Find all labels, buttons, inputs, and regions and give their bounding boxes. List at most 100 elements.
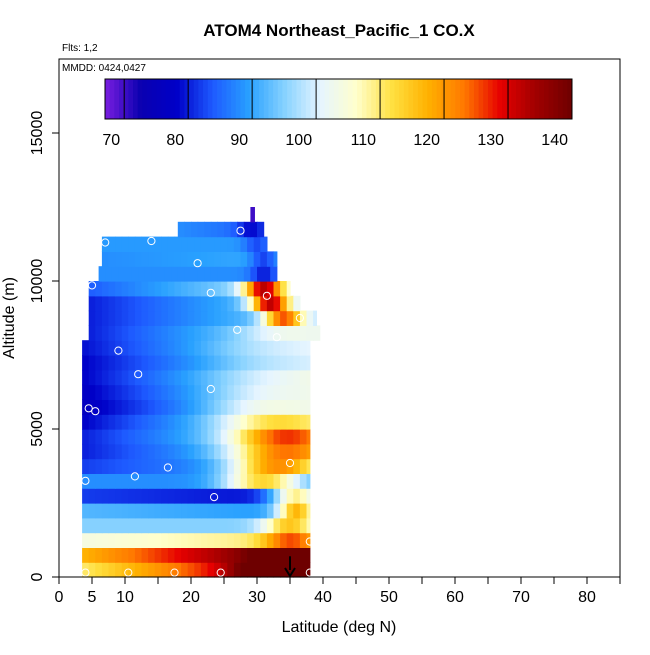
heatmap-cell	[101, 547, 110, 563]
heatmap-cell	[194, 236, 202, 252]
heatmap-cell	[187, 547, 195, 563]
heatmap-cell	[128, 251, 136, 267]
heatmap-cell	[134, 473, 143, 489]
heatmap-cell	[101, 414, 110, 430]
heatmap-cell	[233, 295, 242, 312]
heatmap-cell	[194, 503, 202, 519]
colorbar-segment	[371, 79, 377, 119]
heatmap-cell	[273, 547, 281, 563]
heatmap-cell	[95, 340, 103, 356]
heatmap-cell	[134, 562, 143, 578]
heatmap-cell	[253, 236, 261, 252]
heatmap-cell	[95, 384, 103, 400]
sample-points	[81, 226, 314, 577]
heatmap-cell	[247, 251, 255, 267]
colorbar-segment	[319, 79, 325, 119]
heatmap-cell	[240, 488, 248, 504]
heatmap-cell	[161, 399, 169, 415]
heatmap-cell	[167, 503, 176, 519]
sample-point	[233, 325, 242, 334]
heatmap-cell	[260, 369, 268, 386]
heatmap-cell	[154, 236, 162, 252]
heatmap-cell	[220, 532, 228, 548]
heatmap-cell	[134, 488, 143, 504]
heatmap-cell	[115, 281, 123, 297]
sample-point	[272, 333, 281, 342]
heatmap-cell	[128, 399, 136, 415]
heatmap-cell	[121, 488, 129, 504]
heatmap-cell	[174, 488, 182, 504]
heatmap-cell	[187, 532, 195, 548]
heatmap-cell	[266, 325, 275, 341]
heatmap-cell	[306, 517, 311, 534]
heatmap-cell	[181, 310, 189, 326]
heatmap-cell	[233, 458, 242, 474]
heatmap-cell	[280, 384, 288, 400]
heatmap-cell	[181, 429, 189, 445]
heatmap-cell	[101, 295, 110, 312]
heatmap-cell	[128, 281, 136, 297]
heatmap-cell	[200, 399, 209, 415]
heatmap-cell	[220, 295, 228, 312]
colorbar-segment	[235, 79, 241, 119]
heatmap-cell	[273, 251, 278, 267]
heatmap-cell	[299, 429, 308, 445]
heatmap-cell	[101, 251, 110, 267]
x-axis: 0 5 10 20 30 40 50 60 70 80	[55, 577, 621, 606]
heatmap-cell	[266, 488, 275, 504]
heatmap-cell	[108, 384, 116, 400]
colorbar-segment	[254, 79, 260, 119]
heatmap-cell	[181, 251, 189, 267]
heatmap-cell	[101, 399, 110, 415]
y-tick-label: 10000	[29, 259, 46, 304]
heatmap-cell	[101, 281, 110, 297]
heatmap-cell	[82, 340, 90, 356]
heatmap-cell	[181, 236, 189, 252]
heatmap-cell	[141, 532, 149, 548]
heatmap-cell	[273, 488, 281, 504]
subtitle-dates: MMDD: 0424,0427	[62, 63, 146, 74]
heatmap-cell	[88, 517, 96, 534]
heatmap-cell	[299, 399, 308, 415]
heatmap-cell	[253, 251, 261, 267]
heatmap-cell	[141, 251, 149, 267]
heatmap-cell	[108, 562, 116, 578]
heatmap-cell	[154, 443, 162, 460]
heatmap-cell	[286, 310, 294, 326]
heatmap-cell	[187, 295, 195, 312]
heatmap-cell	[247, 473, 255, 489]
heatmap-cell	[207, 236, 215, 252]
sample-point	[124, 568, 133, 577]
heatmap-cell	[194, 310, 202, 326]
heatmap-cell	[293, 443, 301, 460]
heatmap-cell	[148, 281, 156, 297]
heatmap-cell	[148, 488, 156, 504]
heatmap-cell	[115, 473, 123, 489]
heatmap-cell	[280, 562, 288, 578]
heatmap-cell	[260, 399, 268, 415]
heatmap-cell	[286, 384, 294, 400]
heatmap-cell	[293, 532, 301, 548]
heatmap-cell	[108, 443, 116, 460]
heatmap-cell	[233, 384, 242, 400]
heatmap-cell	[200, 414, 209, 430]
heatmap-cell	[260, 310, 268, 326]
colorbar-segment	[375, 79, 382, 119]
colorbar-segment	[207, 79, 213, 119]
heatmap-cell	[233, 236, 242, 252]
heatmap-cell	[200, 443, 209, 460]
heatmap-cell	[115, 399, 123, 415]
heatmap-cell	[108, 414, 116, 430]
heatmap-cell	[134, 547, 143, 563]
heatmap-cell	[115, 355, 123, 371]
heatmap-cell	[273, 310, 281, 326]
heatmap-cell	[266, 281, 275, 297]
colorbar-segment	[263, 79, 269, 119]
colorbar-segment	[380, 79, 386, 119]
heatmap-cell	[273, 281, 281, 297]
heatmap-cell	[260, 458, 268, 474]
heatmap-cell	[108, 473, 116, 489]
heatmap-cell	[194, 369, 202, 386]
heatmap-cell	[240, 399, 248, 415]
